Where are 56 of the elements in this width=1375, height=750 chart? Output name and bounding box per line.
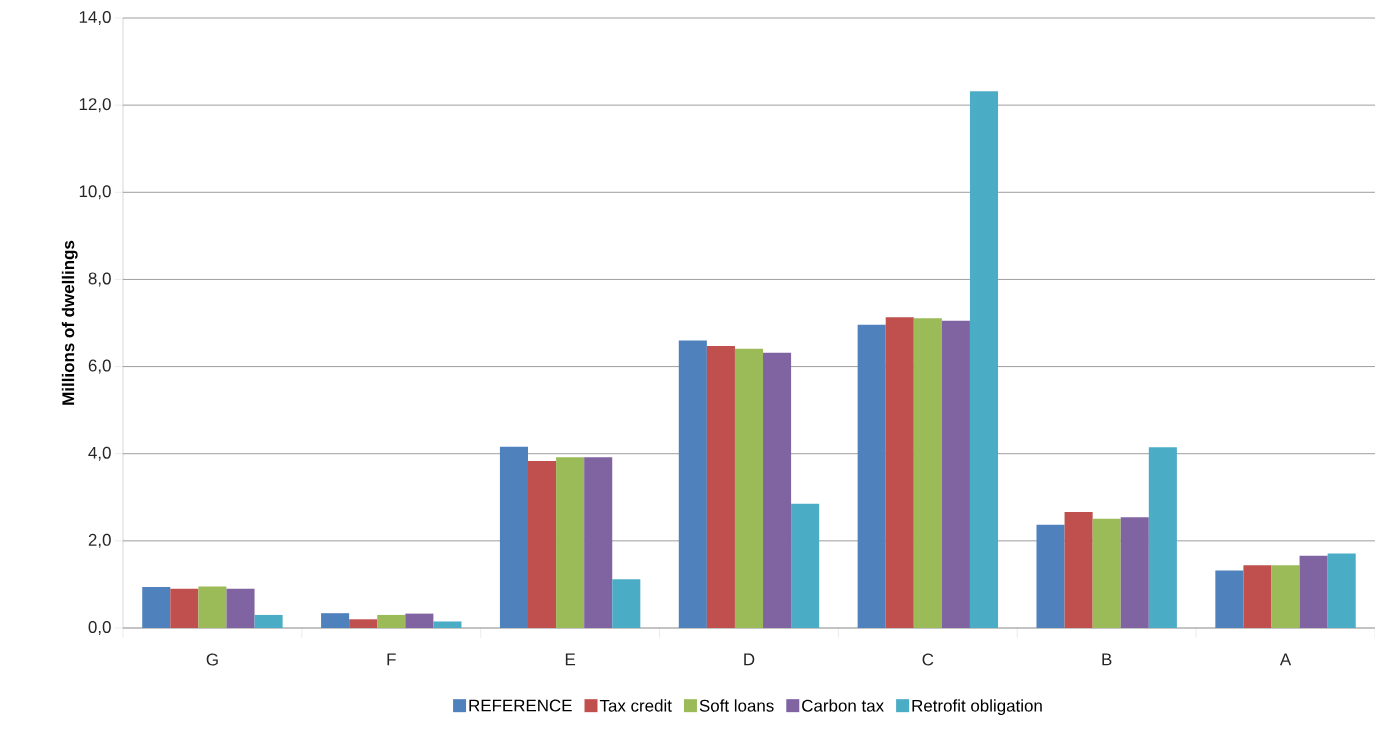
y-tick-label: 6,0 [88, 359, 111, 374]
bar [528, 461, 557, 628]
legend-label: Soft loans [699, 699, 774, 712]
bar [734, 348, 764, 628]
x-tick-label: D [744, 653, 755, 666]
bar [1120, 517, 1149, 628]
bar [1243, 565, 1272, 628]
bar [1036, 524, 1065, 628]
bar [1271, 565, 1300, 628]
y-tick-label: 2,0 [88, 533, 111, 548]
legend-label: REFERENCE [469, 699, 572, 712]
y-tick-label: 4,0 [88, 446, 111, 461]
bar [142, 587, 171, 628]
bar [913, 318, 942, 628]
bar [763, 352, 792, 628]
bar [321, 613, 350, 628]
bar [885, 317, 914, 628]
bar [941, 320, 970, 628]
bar [170, 588, 199, 628]
y-tick-label: 8,0 [88, 272, 111, 287]
bar [226, 588, 255, 628]
bar [499, 446, 529, 628]
bar [405, 613, 434, 628]
bar [1327, 553, 1356, 628]
bar [254, 614, 283, 628]
legend-label: Carbon tax [802, 699, 884, 712]
x-tick-label: F [387, 653, 396, 666]
legend-label: Retrofit obligation [912, 699, 1042, 716]
x-tick-label: C [922, 653, 934, 666]
bar [706, 346, 735, 628]
bar [433, 621, 462, 628]
bar [377, 614, 406, 628]
bar [1299, 555, 1328, 628]
y-tick-label: 0,0 [88, 621, 111, 635]
y-tick-label: 12,0 [79, 98, 111, 113]
bar [1215, 570, 1244, 628]
bar [1148, 447, 1177, 628]
bar [556, 457, 585, 628]
y-tick-label: 14,0 [79, 10, 111, 25]
bar [1092, 518, 1121, 628]
y-axis-title: Millions of dwellings [61, 240, 78, 405]
x-tick-label: B [1102, 653, 1112, 666]
x-tick-label: A [1279, 653, 1292, 666]
bar [349, 619, 378, 628]
y-tick-label: 10,0 [79, 185, 111, 200]
bar [198, 586, 227, 628]
bar [1064, 512, 1093, 628]
bar [612, 579, 641, 628]
x-tick-label: G [206, 653, 218, 666]
x-tick-label: E [565, 653, 576, 666]
bar [584, 457, 613, 628]
legend-label: Tax credit [599, 699, 672, 712]
bar [857, 324, 886, 628]
bar [678, 340, 707, 628]
bar [969, 91, 999, 628]
bar [791, 503, 820, 628]
